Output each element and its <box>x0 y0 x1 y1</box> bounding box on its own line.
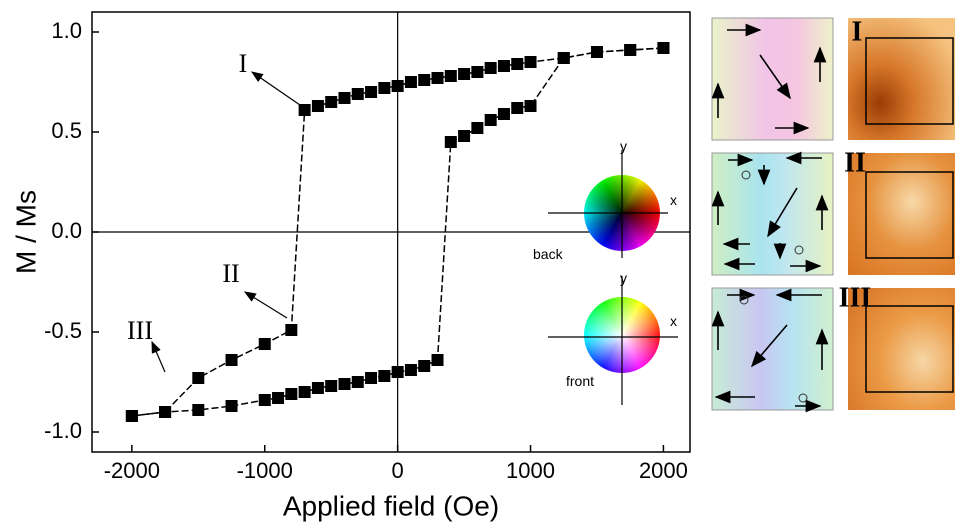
data-point <box>557 52 570 64</box>
panel-label: I <box>852 16 863 47</box>
data-point <box>272 392 285 404</box>
data-point <box>657 42 670 54</box>
data-point <box>285 388 298 400</box>
annotation: III <box>127 316 153 345</box>
annotation: II <box>222 259 239 288</box>
data-point <box>365 86 378 98</box>
data-point <box>338 378 351 390</box>
data-point <box>391 366 404 378</box>
data-point <box>285 324 298 336</box>
wheel-name: front <box>566 373 595 389</box>
data-point <box>404 76 417 88</box>
x-tick-label: 2000 <box>639 458 688 483</box>
data-point <box>311 100 324 112</box>
annotation-arrow <box>243 291 288 319</box>
data-point <box>225 400 238 412</box>
wheel-axis-label: y <box>620 270 627 286</box>
data-point <box>351 376 364 388</box>
data-point <box>418 74 431 86</box>
x-axis-label: Applied field (Oe) <box>283 490 499 521</box>
annotation-arrow <box>151 340 166 373</box>
data-point <box>431 354 444 366</box>
data-point <box>497 60 510 72</box>
data-point <box>471 66 484 78</box>
data-point <box>624 44 637 56</box>
y-tick-label: -0.5 <box>44 318 82 343</box>
data-point <box>351 88 364 100</box>
data-point <box>431 72 444 84</box>
data-point <box>258 338 271 350</box>
panel-label: III <box>839 282 872 313</box>
data-point <box>325 380 338 392</box>
wheel-axis-label: x <box>670 313 677 329</box>
y-tick-label: 1.0 <box>51 18 82 43</box>
wheel-name: back <box>533 246 563 262</box>
data-point <box>404 364 417 376</box>
data-point <box>524 56 537 68</box>
data-point <box>298 104 311 116</box>
x-tick-label: -2000 <box>104 458 160 483</box>
data-point <box>338 92 351 104</box>
data-point <box>590 46 603 58</box>
data-point <box>484 62 497 74</box>
domain-panels <box>711 17 955 413</box>
data-point <box>325 96 338 108</box>
data-point <box>511 102 524 114</box>
annotation-arrow <box>251 71 301 106</box>
data-point <box>458 130 471 142</box>
data-point <box>418 360 431 372</box>
data-point <box>444 70 457 82</box>
y-tick-label: 0.5 <box>51 118 82 143</box>
x-tick-label: 0 <box>392 458 404 483</box>
y-axis-label: M / Ms <box>10 190 41 274</box>
y-tick-label: -1.0 <box>44 418 82 443</box>
data-point <box>311 382 324 394</box>
wheel-axis-label: x <box>670 192 677 208</box>
data-point <box>298 386 311 398</box>
panel-label: II <box>844 147 866 178</box>
data-point <box>225 354 238 366</box>
series-line <box>131 47 664 417</box>
data-point <box>378 82 391 94</box>
data-point <box>365 372 378 384</box>
y-tick-label: 0.0 <box>51 218 82 243</box>
data-point <box>159 406 172 418</box>
x-tick-label: 1000 <box>506 458 555 483</box>
data-point <box>125 410 138 422</box>
annotation: I <box>239 49 248 78</box>
data-point <box>511 58 524 70</box>
data-point <box>192 372 205 384</box>
data-point <box>378 370 391 382</box>
data-point <box>391 80 404 92</box>
x-tick-label: -1000 <box>237 458 293 483</box>
data-point <box>524 100 537 112</box>
data-point <box>192 404 205 416</box>
data-point <box>471 122 484 134</box>
data-point <box>444 136 457 148</box>
data-point <box>258 394 271 406</box>
data-point <box>484 114 497 126</box>
wheel-axis-label: y <box>620 138 627 154</box>
data-point <box>497 108 510 120</box>
data-point <box>458 68 471 80</box>
